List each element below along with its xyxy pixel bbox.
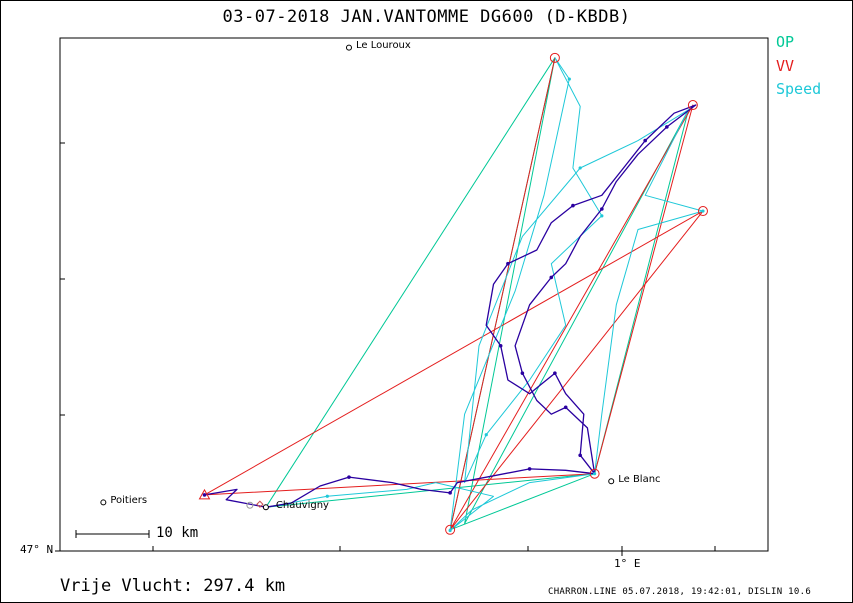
track-point: [347, 475, 351, 479]
turnpoint-circle: [549, 52, 560, 63]
track-point: [527, 467, 532, 471]
town-dot: [262, 504, 269, 511]
turnpoint-circle: [589, 468, 600, 479]
track-point: [600, 207, 604, 211]
speed-point: [567, 77, 571, 81]
scale-bar-label: 10 km: [156, 525, 199, 541]
generator-info: CHARRON.LINE 05.07.2018, 19:42:01, DISLI…: [548, 587, 812, 597]
lat-tick-label: 47° N: [20, 543, 54, 556]
finish-marker: [246, 501, 254, 509]
legend-op: OP: [776, 33, 795, 51]
chart-title: 03-07-2018 JAN.VANTOMME DG600 (D-KBDB): [222, 7, 631, 27]
legend-vv: VV: [776, 57, 795, 75]
turnpoint-circle: [445, 524, 456, 535]
speed-point: [448, 528, 452, 533]
town-label-le-louroux: Le Louroux: [355, 39, 411, 51]
start-triangle: [198, 488, 211, 500]
speed-point: [578, 166, 582, 170]
speed-point: [701, 209, 705, 213]
speed-point: [325, 494, 329, 498]
finish-diamond: [256, 500, 264, 508]
track-point: [202, 493, 207, 497]
speed-point: [484, 433, 488, 437]
turnpoint-circle: [697, 206, 708, 217]
track-point: [549, 275, 554, 280]
legend-speed: Speed: [776, 80, 822, 98]
town-dot: [345, 44, 352, 51]
town-label-le-blanc: Le Blanc: [618, 474, 661, 486]
plot-area: [59, 37, 769, 552]
lon-tick-label: 1° E: [614, 557, 641, 570]
track-point: [448, 491, 452, 495]
track-point: [578, 453, 582, 458]
track-point: [520, 371, 525, 375]
track-point: [571, 203, 575, 208]
free-flight-distance: Vrije Vlucht: 297.4 km: [60, 576, 286, 596]
track-point: [506, 261, 510, 266]
track-point: [643, 138, 647, 143]
track-point: [498, 344, 503, 348]
town-dot: [608, 478, 615, 485]
town-dot: [100, 499, 107, 506]
town-label-poitiers: Poitiers: [110, 495, 148, 507]
series-line-speed: [265, 57, 704, 531]
turnpoint-circle: [687, 100, 698, 111]
speed-point: [593, 472, 597, 476]
town-label-chauvigny: Chauvigny: [275, 500, 329, 512]
series-line-op: [265, 57, 689, 531]
series-line-track: [204, 104, 697, 508]
track-point: [665, 125, 669, 129]
series-line-vv: [204, 57, 704, 531]
track-point: [563, 405, 568, 410]
speed-point: [600, 214, 604, 218]
track-point: [553, 371, 557, 375]
